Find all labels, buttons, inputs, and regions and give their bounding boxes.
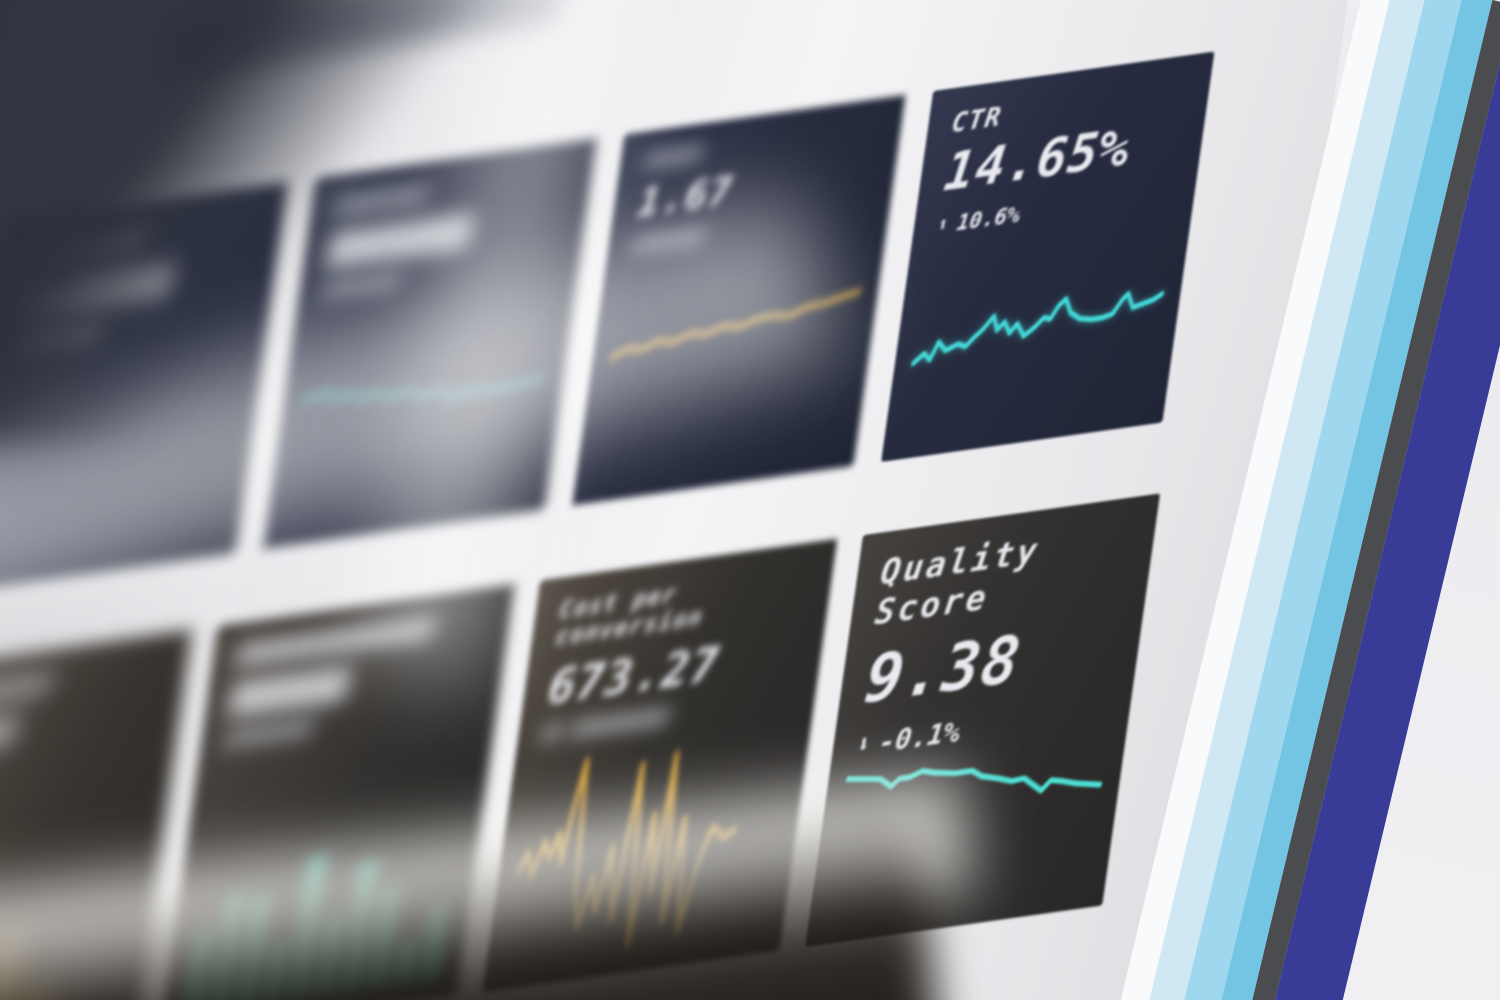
blurred-label bbox=[642, 145, 705, 169]
kpi-delta-value: 10.6% bbox=[955, 201, 1022, 236]
ctr-sparkline bbox=[911, 290, 1165, 367]
blurred-delta-value bbox=[569, 707, 671, 738]
metric-tile-3: 1.67 bbox=[572, 94, 906, 506]
blurred-label bbox=[235, 617, 437, 666]
blurred-label bbox=[0, 673, 54, 712]
background-shadow-top-left bbox=[0, 0, 600, 440]
ctr-tile: CTR 14.65% ⬆ 10.6% bbox=[881, 51, 1215, 462]
blurred-value bbox=[0, 714, 19, 761]
blurred-value bbox=[227, 665, 352, 718]
ctr-sparkline-path bbox=[911, 290, 1165, 367]
down-arrow-icon bbox=[540, 722, 563, 743]
blurred-delta bbox=[223, 719, 315, 748]
up-arrow-icon: ⬆ bbox=[936, 213, 950, 237]
blurred-delta bbox=[630, 227, 708, 253]
